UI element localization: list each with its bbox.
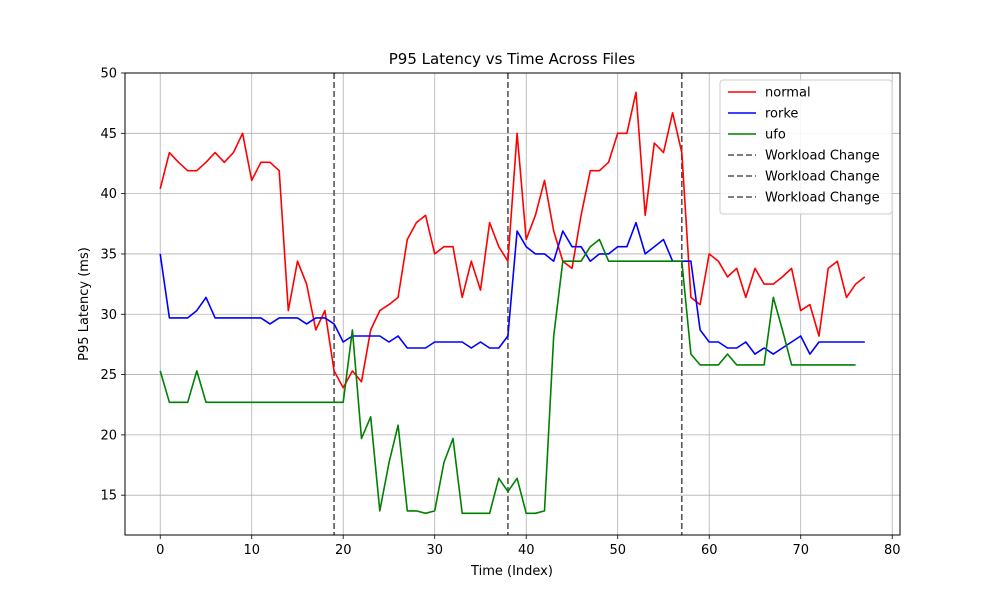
x-tick-label: 70 — [792, 543, 809, 558]
workload-change-lines — [333, 73, 683, 535]
y-tick-label: 45 — [100, 127, 117, 142]
x-tick-label: 20 — [335, 543, 352, 558]
series-line-ufo — [159, 238, 856, 515]
chart-title: P95 Latency vs Time Across Files — [389, 50, 636, 68]
legend-label: Workload Change — [765, 191, 880, 206]
series-lines — [159, 91, 866, 515]
y-tick-label: 15 — [100, 489, 117, 504]
legend-label: rorke — [765, 107, 798, 122]
y-tick-label: 30 — [100, 308, 117, 323]
y-tick-label: 25 — [100, 368, 117, 383]
x-tick-label: 10 — [243, 543, 260, 558]
y-tick-label: 50 — [100, 67, 117, 82]
x-tick-label: 30 — [426, 543, 443, 558]
y-tick-label: 20 — [100, 428, 117, 443]
x-tick-label: 60 — [701, 543, 718, 558]
x-tick-label: 50 — [609, 543, 626, 558]
x-axis-label: Time (Index) — [470, 564, 553, 579]
legend-label: normal — [765, 86, 811, 101]
y-tick-label: 35 — [100, 247, 117, 262]
legend-label: Workload Change — [765, 170, 880, 185]
legend-box — [719, 79, 893, 215]
legend-label: Workload Change — [765, 149, 880, 164]
axis-ticks: 0 10 20 30 40 50 60 70 80 15 20 25 30 35 40 45 50 — [100, 67, 900, 559]
y-axis-label: P95 Latency (ms) — [77, 247, 92, 361]
x-tick-label: 40 — [518, 543, 535, 558]
legend-label: ufo — [765, 128, 786, 143]
series-line-rorke — [159, 221, 865, 355]
plot-frame — [124, 72, 901, 536]
y-tick-label: 40 — [100, 187, 117, 202]
x-tick-label: 80 — [884, 543, 901, 558]
legend: normal rorke ufo Workload Change Workload Ch… — [719, 79, 893, 215]
series-line-normal — [159, 91, 866, 389]
x-tick-label: 0 — [156, 543, 164, 558]
